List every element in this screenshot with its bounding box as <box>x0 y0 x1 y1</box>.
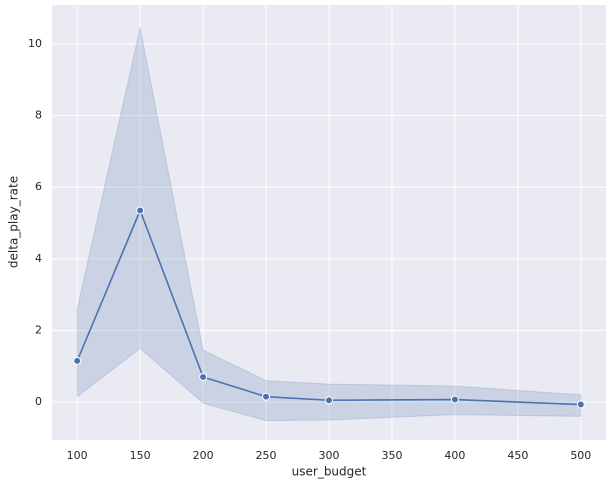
x-tick-label: 300 <box>319 449 340 462</box>
point <box>262 392 271 401</box>
x-tick-label: 250 <box>256 449 277 462</box>
y-tick-label: 10 <box>28 37 42 50</box>
y-tick-label: 6 <box>35 180 42 193</box>
x-tick-label: 350 <box>381 449 402 462</box>
x-tick-label: 450 <box>507 449 528 462</box>
x-axis-label: user_budget <box>292 465 367 479</box>
x-tick-label: 150 <box>130 449 151 462</box>
x-tick-label: 100 <box>67 449 88 462</box>
point <box>199 372 208 381</box>
y-axis-label: delta_play_rate <box>7 176 21 268</box>
point <box>73 356 82 365</box>
confidence-band <box>76 27 582 422</box>
x-tick-label: 400 <box>444 449 465 462</box>
point <box>325 396 333 405</box>
point <box>450 395 459 404</box>
x-tick-label: 200 <box>193 449 214 462</box>
y-tick-label: 8 <box>35 109 42 122</box>
y-tick-label: 2 <box>35 323 42 336</box>
point <box>576 400 585 409</box>
y-tick-label: 4 <box>35 252 42 265</box>
x-tick-label: 500 <box>570 449 591 462</box>
point <box>136 206 145 215</box>
y-tick-label: 0 <box>35 395 42 408</box>
